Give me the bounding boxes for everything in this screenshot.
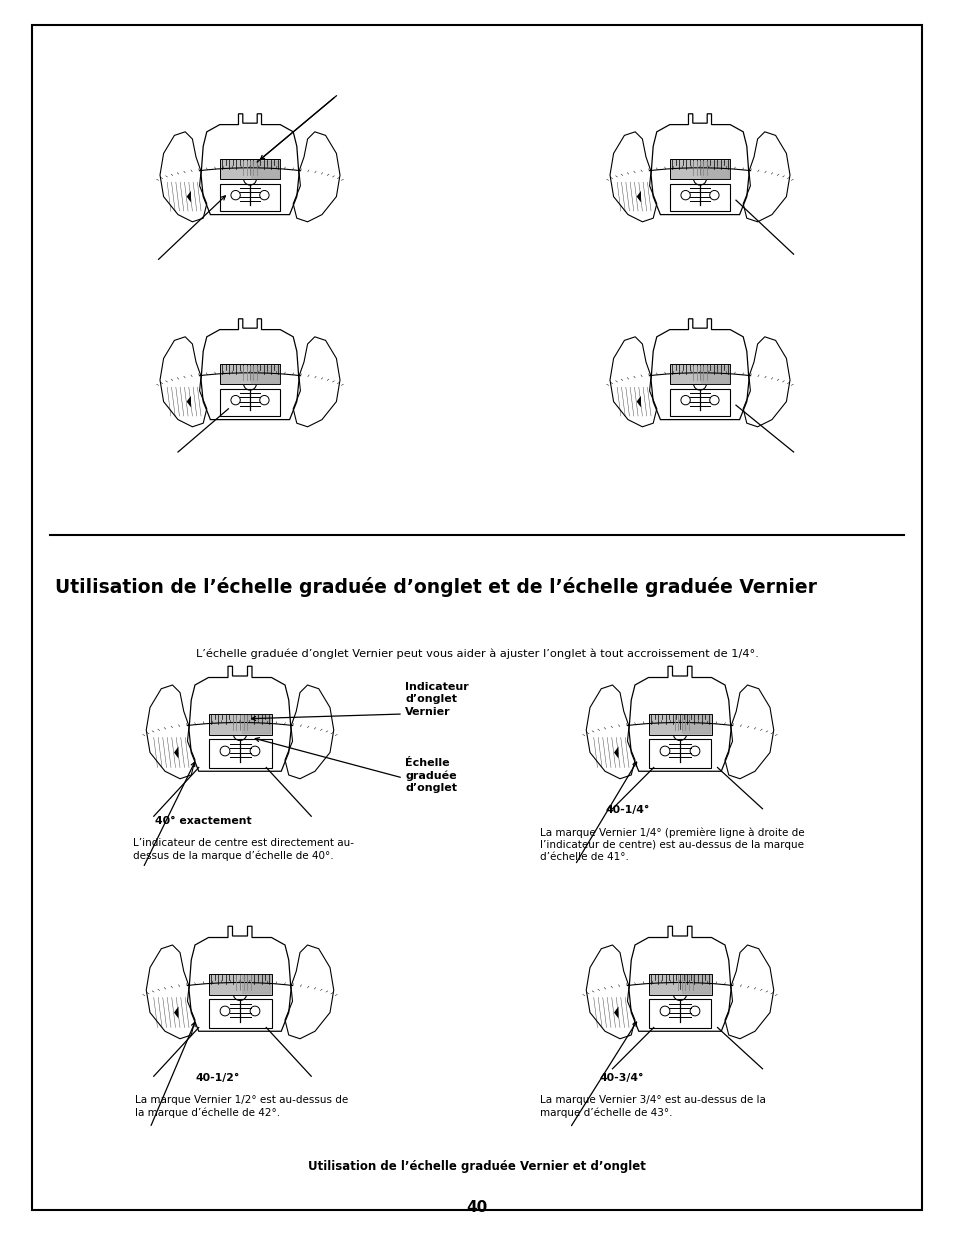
- Text: 40-3/4°: 40-3/4°: [599, 1073, 644, 1083]
- Polygon shape: [636, 191, 640, 203]
- Bar: [648, 714, 711, 735]
- Text: La marque Vernier 3/4° est au-dessus de la
marque d’échelle de 43°.: La marque Vernier 3/4° est au-dessus de …: [539, 1095, 765, 1118]
- Bar: [669, 159, 729, 179]
- Bar: [209, 714, 272, 735]
- Text: Utilisation de l’échelle graduée Vernier et d’onglet: Utilisation de l’échelle graduée Vernier…: [308, 1160, 645, 1173]
- Text: La marque Vernier 1/4° (première ligne à droite de
l’indicateur de centre) est a: La marque Vernier 1/4° (première ligne à…: [539, 827, 803, 862]
- Text: 40-1/2°: 40-1/2°: [194, 1073, 239, 1083]
- Text: 40: 40: [466, 1200, 487, 1215]
- Text: Échelle
graduée
d’onglet: Échelle graduée d’onglet: [405, 758, 456, 793]
- Text: Indicateur
d’onglet
Vernier: Indicateur d’onglet Vernier: [405, 682, 468, 716]
- Text: L’indicateur de centre est directement au-
dessus de la marque d’échelle de 40°.: L’indicateur de centre est directement a…: [132, 839, 354, 861]
- Polygon shape: [173, 746, 178, 758]
- Polygon shape: [636, 396, 640, 408]
- Bar: [209, 973, 272, 994]
- Polygon shape: [614, 1007, 618, 1019]
- Text: 40-1/4°: 40-1/4°: [604, 805, 649, 815]
- Text: Utilisation de l’échelle graduée d’onglet et de l’échelle graduée Vernier: Utilisation de l’échelle graduée d’ongle…: [55, 577, 816, 597]
- Text: 40° exactement: 40° exactement: [154, 816, 252, 826]
- Polygon shape: [614, 746, 618, 758]
- Bar: [219, 159, 280, 179]
- Polygon shape: [173, 1007, 178, 1019]
- Bar: [669, 364, 729, 384]
- Bar: [219, 364, 280, 384]
- Polygon shape: [187, 191, 191, 203]
- Polygon shape: [187, 396, 191, 408]
- Text: La marque Vernier 1/2° est au-dessus de
la marque d’échelle de 42°.: La marque Vernier 1/2° est au-dessus de …: [135, 1095, 348, 1118]
- Bar: [648, 973, 711, 994]
- Text: L’échelle graduée d’onglet Vernier peut vous aider à ajuster l’onglet à tout acc: L’échelle graduée d’onglet Vernier peut …: [195, 650, 758, 659]
